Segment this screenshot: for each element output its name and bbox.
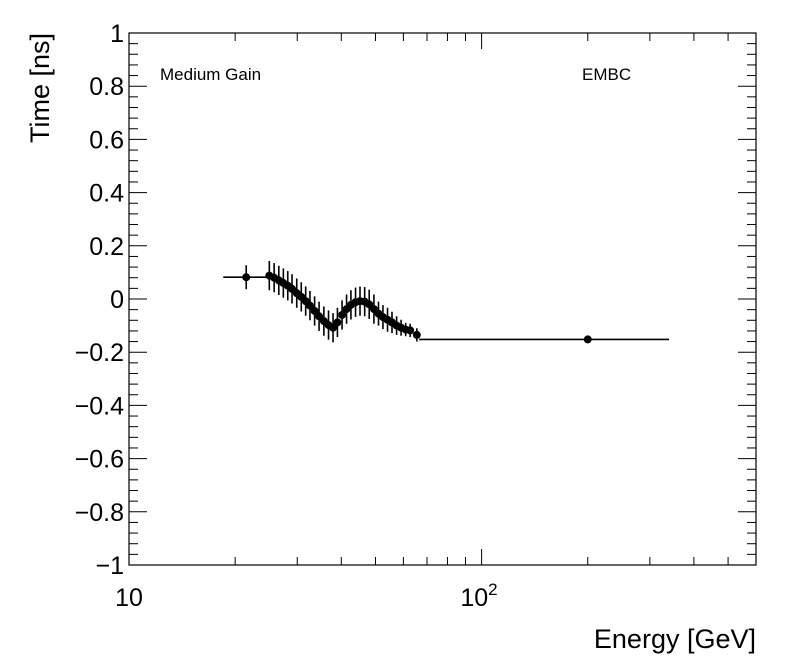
- data-point: [583, 335, 592, 344]
- y-tick-label: −1: [95, 552, 124, 580]
- y-axis-title: Time [ns]: [25, 33, 55, 143]
- x-tick-labels: 10 102: [115, 580, 498, 612]
- y-tick-label: −0.2: [75, 339, 124, 367]
- data-series: [223, 260, 670, 344]
- data-point: [329, 323, 338, 332]
- y-tick-labels: 1 0.8 0.6 0.4 0.2 0 −0.2 −0.4 −0.6 −0.8 −1: [75, 20, 124, 580]
- data-point: [310, 306, 319, 315]
- y-tick-label: −0.6: [75, 446, 124, 474]
- x-tick-label-100: 102: [460, 580, 497, 612]
- y-tick-label: 1: [110, 20, 124, 48]
- data-point: [305, 301, 314, 310]
- x-axis-title: Energy [GeV]: [594, 624, 756, 654]
- y-tick-label: 0.4: [89, 180, 124, 208]
- data-point: [338, 310, 347, 319]
- x-tick-label-100-base: 10: [460, 584, 488, 612]
- plot-frame: [128, 32, 757, 566]
- data-point: [333, 318, 342, 327]
- x-tick-label-10: 10: [115, 584, 143, 612]
- data-point: [406, 326, 415, 335]
- x-tick-label-100-exponent: 2: [488, 580, 497, 599]
- y-tick-label: 0: [110, 286, 124, 314]
- data-point: [412, 330, 421, 339]
- y-tick-label: −0.4: [75, 392, 124, 420]
- axis-ticks: [129, 32, 757, 566]
- y-tick-label: 0.2: [89, 233, 124, 261]
- y-tick-label: 0.6: [89, 126, 124, 154]
- y-tick-label: −0.8: [75, 499, 124, 527]
- y-tick-label: 0.8: [89, 73, 124, 101]
- annotation-gain: Medium Gain: [160, 65, 261, 84]
- annotation-region: EMBC: [582, 65, 631, 84]
- data-point: [242, 273, 251, 282]
